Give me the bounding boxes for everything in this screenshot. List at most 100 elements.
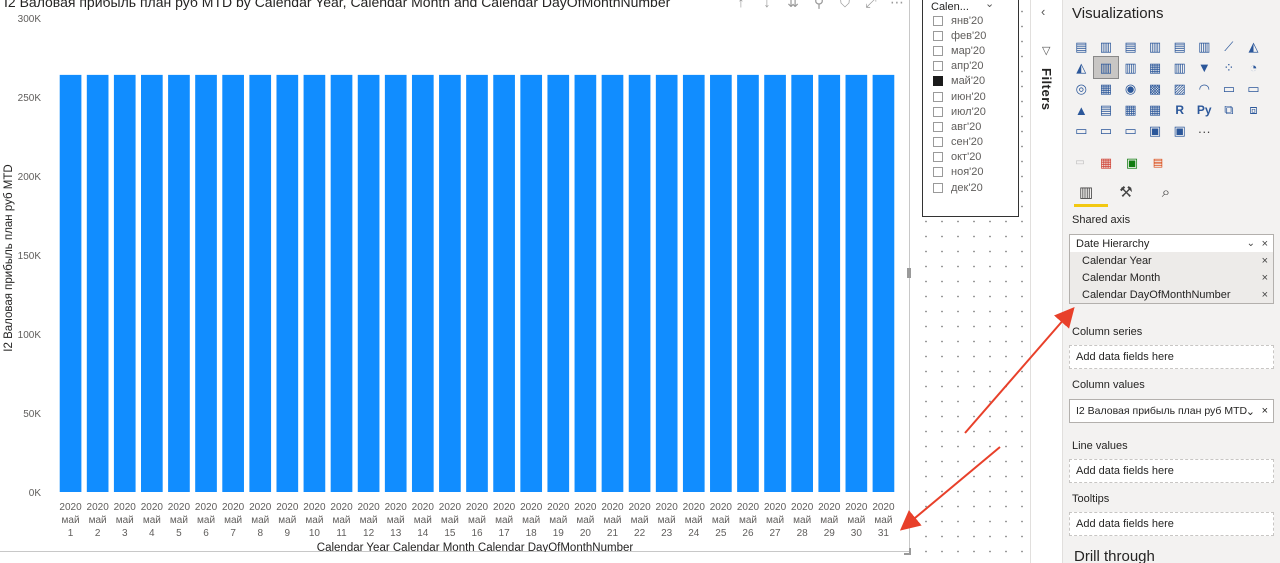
donut-icon[interactable]: ◎ [1075, 80, 1087, 96]
smart-narrative-icon[interactable]: ▭ [1099, 123, 1113, 139]
filters-pane[interactable]: ‹ ▽ Filters [1030, 0, 1063, 563]
bar[interactable] [439, 74, 461, 492]
r-visual-icon[interactable]: R [1175, 103, 1184, 118]
bar[interactable] [710, 74, 732, 492]
matrix-icon[interactable]: ▦ [1148, 102, 1162, 118]
stacked-area-icon[interactable]: ◭ [1076, 59, 1087, 75]
bar[interactable] [141, 74, 163, 492]
slicer-checkbox[interactable] [933, 45, 943, 56]
clustered-column-icon[interactable]: ▥ [1148, 38, 1162, 54]
bar[interactable] [872, 74, 895, 492]
remove-field-icon[interactable]: × [1261, 405, 1268, 417]
100-bar-icon[interactable]: ▤ [1173, 38, 1186, 54]
custom-visual-card-icon[interactable]: ▣ [1125, 154, 1139, 170]
custom-visual-grid-icon[interactable]: ▦ [1099, 154, 1113, 170]
slicer-icon[interactable]: ▤ [1099, 102, 1113, 118]
bar[interactable] [574, 74, 597, 492]
bar[interactable] [249, 74, 272, 492]
line-clustered-column-icon[interactable]: ▥ [1092, 56, 1120, 80]
bar[interactable] [195, 74, 217, 492]
column-series-well[interactable]: Add data fields here [1069, 345, 1274, 369]
python-visual-icon[interactable]: Py [1196, 103, 1212, 118]
month-slicer[interactable]: Calen... ⌄ янв'20 фев'20 мар'20 апр'20 май'2… [922, 0, 1019, 217]
bar[interactable] [791, 74, 813, 492]
axis-field[interactable]: Calendar Month × [1070, 269, 1273, 286]
slicer-checkbox[interactable] [933, 76, 943, 87]
slicer-item[interactable]: мар'20 [933, 43, 986, 58]
more-icon[interactable]: ··· [1197, 123, 1211, 139]
line-stacked-column-icon[interactable]: ▥ [1124, 59, 1137, 75]
axis-field[interactable]: Calendar DayOfMonthNumber × [1070, 286, 1273, 303]
table-icon[interactable]: ▦ [1124, 102, 1137, 118]
bar[interactable] [628, 74, 651, 492]
line-icon[interactable]: ⟋ [1224, 38, 1234, 54]
slicer-checkbox[interactable] [933, 106, 943, 117]
filled-map-icon[interactable]: ▩ [1148, 80, 1162, 96]
bar[interactable] [384, 74, 407, 492]
analytics-magnifier-icon[interactable]: ⌕ [1161, 183, 1171, 201]
key-influencers-icon[interactable]: ⧉ [1224, 102, 1234, 118]
area-icon[interactable]: ◭ [1248, 38, 1259, 54]
slicer-item[interactable]: сен'20 [933, 135, 986, 150]
filter-icon[interactable]: ⛉ [839, 0, 851, 10]
slicer-item[interactable]: дек'20 [933, 180, 986, 195]
stacked-bar-icon[interactable]: ▤ [1075, 38, 1088, 54]
bar[interactable] [493, 74, 515, 492]
column-chart-visual[interactable]: 0K 50K 100K 150K 200K 250K 300K I2 Валовая приб… [0, 0, 911, 555]
slicer-item[interactable]: янв'20 [933, 13, 986, 28]
remove-field-icon[interactable]: × [1261, 237, 1268, 250]
pie-icon[interactable]: ◔ [1249, 60, 1258, 76]
slicer-checkbox[interactable] [933, 61, 943, 72]
bar[interactable] [222, 74, 244, 492]
slicer-checkbox[interactable] [933, 152, 943, 163]
stacked-column-icon[interactable]: ▥ [1099, 38, 1113, 54]
fields-well-tab-icon[interactable]: ▥ [1078, 184, 1094, 201]
slicer-checkbox[interactable] [933, 121, 943, 132]
bar[interactable] [113, 74, 136, 492]
hierarchy-icon[interactable]: ⚲ [813, 0, 825, 10]
bar[interactable] [520, 74, 543, 492]
bar[interactable] [276, 74, 299, 492]
kpi-icon[interactable]: ▲ [1074, 102, 1088, 118]
scatter-icon[interactable]: ⁘ [1223, 59, 1235, 75]
100-column-icon[interactable]: ▥ [1198, 38, 1211, 54]
paginated-icon[interactable]: ▭ [1124, 123, 1137, 139]
chevron-down-icon[interactable]: ⌄ [985, 0, 995, 10]
tooltips-well[interactable]: Add data fields here [1069, 512, 1274, 536]
ribbon-icon[interactable]: ▦ [1148, 59, 1162, 75]
bar[interactable] [845, 74, 868, 492]
slicer-checkbox[interactable] [933, 91, 943, 102]
bar[interactable] [357, 74, 380, 492]
card-icon[interactable]: ▭ [1222, 80, 1235, 96]
slicer-item[interactable]: окт'20 [933, 150, 986, 165]
custom-visual-number-icon[interactable]: ▤ [1152, 157, 1164, 170]
bar[interactable] [411, 74, 434, 492]
remove-field-icon[interactable]: × [1261, 254, 1268, 267]
multi-row-card-icon[interactable]: ▭ [1247, 80, 1260, 96]
slicer-item[interactable]: апр'20 [933, 59, 986, 74]
slicer-item[interactable]: ноя'20 [933, 165, 986, 180]
expand-next-level-icon[interactable]: ⇊ [787, 0, 799, 10]
clustered-bar-icon[interactable]: ▤ [1124, 38, 1137, 54]
column-values-well[interactable]: I2 Валовая прибыль план руб MTD ⌄ × [1069, 399, 1274, 423]
format-paint-roller-icon[interactable]: ⚒ [1119, 184, 1133, 201]
funnel-icon[interactable]: ▼ [1197, 60, 1211, 76]
remove-field-icon[interactable]: × [1261, 271, 1268, 284]
chevron-down-icon[interactable]: ⌄ [1246, 238, 1255, 249]
map-icon[interactable]: ◉ [1124, 80, 1137, 96]
remove-field-icon[interactable]: × [1261, 288, 1268, 301]
slicer-item[interactable]: фев'20 [933, 28, 986, 43]
filters-label[interactable]: Filters [1039, 68, 1054, 111]
bar[interactable] [655, 74, 678, 492]
bar[interactable] [330, 74, 353, 492]
bar[interactable] [737, 74, 759, 492]
bar[interactable] [168, 74, 190, 492]
axis-field[interactable]: Calendar Year × [1070, 252, 1273, 269]
custom-visual-icon[interactable]: ▭ [1075, 157, 1085, 169]
drill-down-icon[interactable]: ↓ [763, 0, 771, 10]
slicer-item[interactable]: июл'20 [933, 104, 986, 119]
slicer-item[interactable]: июн'20 [933, 89, 986, 104]
column-values-field[interactable]: I2 Валовая прибыль план руб MTD ⌄ × [1070, 400, 1273, 422]
slicer-item[interactable]: авг'20 [933, 119, 986, 134]
more-options-icon[interactable]: ⋯ [890, 0, 904, 10]
